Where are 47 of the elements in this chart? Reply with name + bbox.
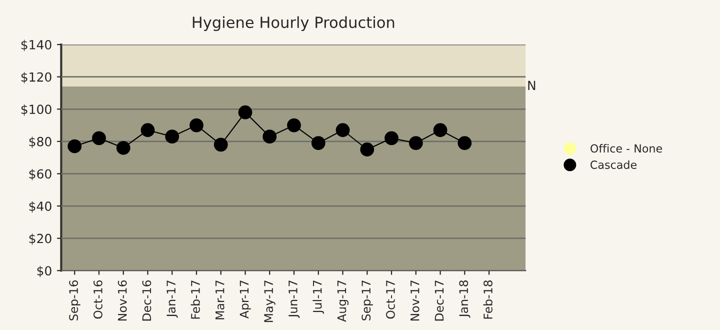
y-tick-label: $140: [21, 40, 52, 52]
y-tick-label: $80: [29, 136, 52, 148]
x-tick-label: Feb-17: [190, 280, 200, 319]
x-tick-label: Oct-16: [93, 280, 102, 319]
chart-title: Hygiene Hourly Production: [192, 16, 394, 32]
x-tick-label: Dec-16: [142, 280, 152, 321]
x-tick-label: Jul-17: [312, 280, 324, 314]
legend-label: Office - None: [590, 144, 662, 153]
y-tick-label: $60: [29, 168, 52, 180]
y-tick-label: $100: [21, 104, 52, 116]
band-label: N: [528, 80, 536, 90]
y-tick-label: $0: [37, 266, 52, 278]
point: [262, 130, 277, 144]
x-tick-label: Nov-16: [118, 280, 127, 320]
point: [214, 138, 228, 152]
x-tick-label: Dec-17: [434, 280, 444, 321]
y-tick-label: $40: [29, 201, 52, 213]
point: [384, 131, 398, 146]
x-tick-label: May-17: [264, 280, 276, 322]
point: [336, 123, 350, 138]
y-tick-label: $20: [29, 234, 52, 245]
point: [360, 142, 374, 156]
point: [311, 136, 326, 150]
point: [140, 123, 155, 138]
point: [165, 130, 180, 144]
y-tick-label: $120: [21, 72, 52, 84]
x-tick-label: Sep-17: [362, 280, 373, 320]
point: [458, 136, 472, 150]
point: [433, 123, 448, 138]
x-tick-label: Jan-17: [166, 280, 178, 318]
x-tick-label: Aug-17: [337, 280, 348, 322]
point: [287, 118, 301, 132]
x-tick-label: Nov-17: [410, 280, 420, 320]
x-tick-label: Jun-17: [288, 280, 300, 318]
x-tick-label: Jan-18: [459, 280, 470, 318]
point: [116, 140, 130, 155]
x-tick-label: Apr-17: [240, 280, 251, 318]
x-tick-label: Sep-16: [69, 280, 80, 320]
point: [190, 118, 204, 132]
x-tick-label: Oct-17: [386, 280, 395, 319]
point: [408, 136, 423, 150]
point: [68, 139, 82, 154]
x-tick-label: Mar-17: [216, 280, 224, 320]
point: [92, 131, 106, 146]
point: [238, 105, 252, 120]
legend-label: Cascade: [590, 160, 636, 169]
x-tick-label: Feb-18: [483, 280, 492, 319]
